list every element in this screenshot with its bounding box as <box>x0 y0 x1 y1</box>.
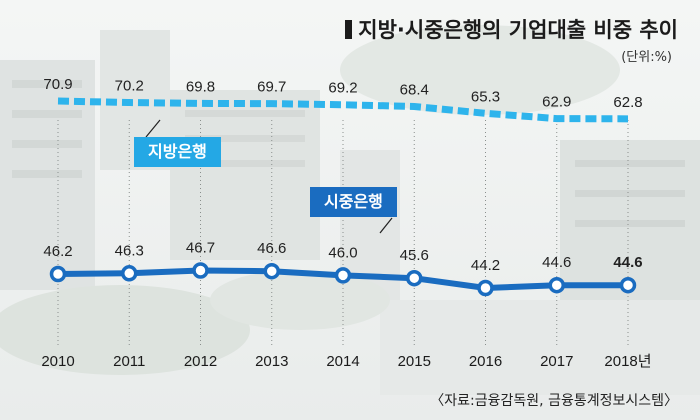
chart-title: 지방·시중은행의 기업대출 비중 추이 <box>345 14 678 44</box>
title-marker <box>345 20 353 39</box>
source-note: 〈자료:금융감독원, 금융통계정보시스템〉 <box>430 393 678 409</box>
regional-value-label: 69.7 <box>257 79 286 96</box>
x-tick-label: 2012 <box>184 353 217 370</box>
x-tick-label: 2018년 <box>604 353 651 370</box>
commercial-point <box>334 267 352 284</box>
x-tick-label: 2013 <box>255 353 288 370</box>
commercial-value-label: 44.6 <box>542 254 571 271</box>
commercial-point <box>49 265 67 283</box>
commercial-value-label: 44.6 <box>613 254 642 271</box>
commercial-value-label: 46.2 <box>43 243 72 260</box>
commercial-point <box>192 262 209 279</box>
commercial-value-label: 45.6 <box>400 247 429 264</box>
regional-value-label: 70.2 <box>115 78 144 95</box>
regional-label-pointer <box>145 119 161 138</box>
regional-value-label: 69.2 <box>328 80 357 97</box>
commercial-point <box>477 279 494 297</box>
commercial-value-label: 46.6 <box>257 240 286 257</box>
commercial-point <box>121 265 138 282</box>
commercial-point <box>548 276 565 294</box>
x-tick-label: 2011 <box>113 353 145 370</box>
series-label-regional: 지방은행 <box>134 137 221 167</box>
commercial-label-pointer <box>379 217 393 234</box>
regional-value-label: 62.8 <box>613 94 642 111</box>
commercial-point <box>406 269 423 287</box>
x-tick-label: 2016 <box>469 353 502 370</box>
commercial-value-label: 46.3 <box>115 242 144 259</box>
regional-value-label: 69.8 <box>186 78 215 95</box>
x-tick-label: 2015 <box>398 353 431 370</box>
chart-title-text: 지방·시중은행의 기업대출 비중 추이 <box>358 18 678 42</box>
commercial-value-label: 46.0 <box>328 244 357 261</box>
regional-value-label: 65.3 <box>471 88 500 105</box>
commercial-point <box>263 262 280 280</box>
commercial-value-label: 46.7 <box>186 240 215 257</box>
unit-label: (단위:%) <box>621 50 672 65</box>
x-tick-label: 2014 <box>326 353 359 370</box>
regional-value-label: 70.9 <box>43 76 72 93</box>
series-label-commercial: 시중은행 <box>310 187 397 217</box>
x-tick-label: 2017 <box>540 353 573 370</box>
regional-value-label: 68.4 <box>400 82 429 99</box>
commercial-value-label: 44.2 <box>471 257 500 274</box>
commercial-point <box>619 276 637 294</box>
x-tick-label: 2010 <box>41 353 74 370</box>
regional-value-label: 62.9 <box>542 94 571 111</box>
